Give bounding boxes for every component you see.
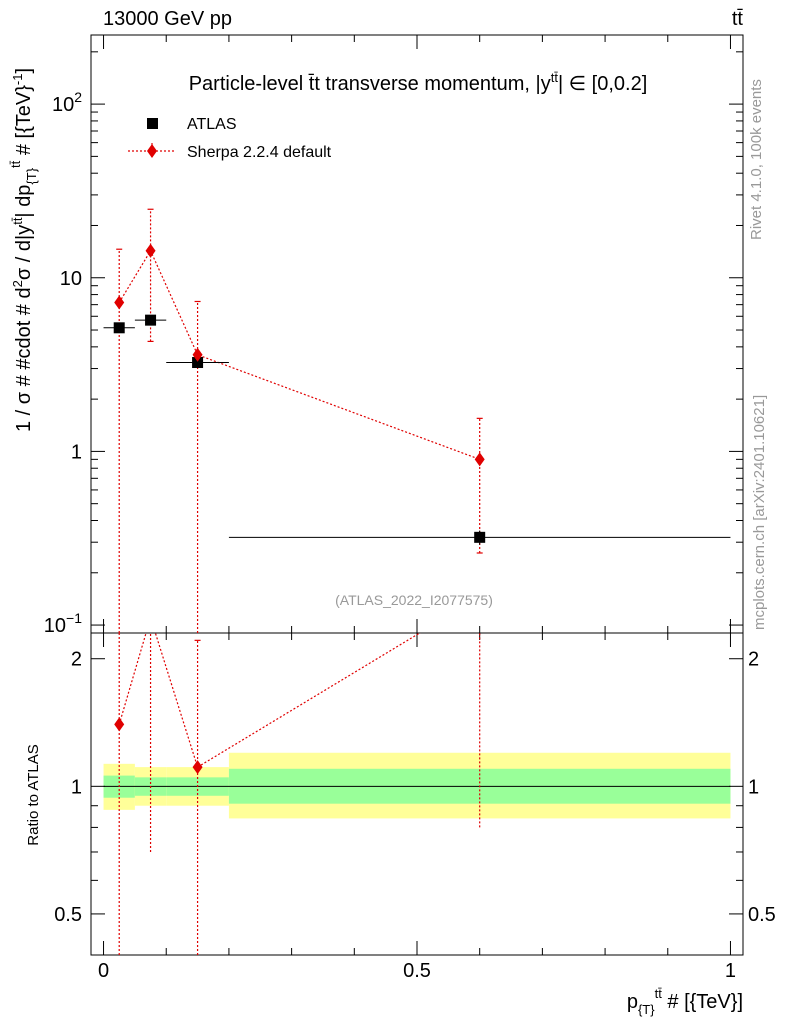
y-tick-label: 10 [60, 268, 82, 290]
y-tick-label-base: 10 [52, 94, 74, 116]
atlas-point [145, 314, 157, 326]
y-tick-label-base: 10 [60, 268, 82, 290]
x-tick-label: 1 [725, 960, 736, 982]
xlabel-part: {T} [638, 1002, 655, 1017]
x-tick-label: 0.5 [403, 960, 431, 982]
rivet-version-label: Rivet 4.1.0, 100k events [748, 79, 765, 240]
y-tick-label-exp: 2 [74, 89, 82, 105]
ratio-y-tick-label-right: 0.5 [748, 904, 776, 926]
ratio-y-tick-label-right: 2 [748, 649, 759, 671]
atlas-point [113, 322, 125, 334]
main-title: Particle-level t̄t transverse momentum, … [189, 70, 648, 95]
legend-label-sherpa: Sherpa 2.2.4 default [187, 144, 332, 161]
legend-label-atlas: ATLAS [187, 116, 237, 133]
ratio-y-tick-label-right: 1 [748, 776, 759, 798]
legend-marker-atlas [147, 118, 158, 129]
ylabel-part: 2 [10, 280, 25, 287]
mcplots-label: mcplots.cern.ch [arXiv:2401.10621] [751, 395, 768, 630]
sherpa-point [474, 452, 485, 467]
sherpa-point [145, 243, 156, 258]
y-tick-label-base: 10 [44, 615, 66, 637]
sherpa-point [192, 347, 203, 362]
main-title-prefix: Particle-level t̄t transverse momentum, … [189, 73, 551, 95]
ylabel-part: σ / d|y [13, 225, 35, 280]
sherpa-line [118, 249, 480, 460]
main-y-axis-label: 1 / σ # #cdot # d2σ / d|ytt̄| dp{T}tt̄ #… [8, 68, 39, 432]
y-tick-label: 1 [71, 441, 82, 463]
xlabel-part: # [{TeV}] [662, 991, 743, 1013]
sherpa-point [114, 295, 125, 310]
xlabel-part: p [627, 991, 638, 1013]
y-tick-label: 102 [52, 89, 82, 116]
ylabel-part: ] [13, 68, 35, 74]
ratio-y-tick-label-left: 2 [71, 649, 82, 671]
ratio-y-tick-label-left: 0.5 [54, 904, 82, 926]
ylabel-part: tt̄ [8, 160, 23, 168]
ylabel-part: -1 [10, 74, 25, 86]
legend-marker-sherpa [147, 144, 157, 158]
header-energy-label: 13000 GeV pp [103, 8, 232, 30]
ylabel-part: {T} [24, 167, 39, 184]
y-tick-label-base: 1 [71, 441, 82, 463]
main-data [103, 208, 731, 633]
ylabel-part: 1 / σ # #cdot # d [13, 287, 35, 432]
ylabel-part: | dp [13, 185, 35, 218]
sherpa-ratio-point [192, 760, 203, 775]
x-tick-label: 0 [98, 960, 109, 982]
header-process-label: tt̄ [732, 8, 744, 30]
x-axis-label: p{T}tt̄ # [{TeV}] [627, 986, 743, 1017]
sherpa-ratio-point [114, 717, 125, 732]
ylabel-part: tt̄ [10, 217, 25, 225]
ylabel-part: # [{TeV} [13, 85, 35, 161]
ratio-data [114, 633, 481, 955]
ratio-y-tick-label-left: 1 [71, 776, 82, 798]
sherpa-ratio-line [118, 633, 421, 769]
main-title-sup: tt̄ [551, 70, 559, 85]
ratio-y-axis-label: Ratio to ATLAS [25, 744, 42, 845]
atlas-point [474, 531, 486, 543]
y-tick-label: 10−1 [44, 610, 82, 637]
main-title-suffix: | ∈ [0,0.2] [558, 73, 647, 95]
analysis-watermark: (ATLAS_2022_I2077575) [335, 592, 493, 608]
xlabel-part: tt̄ [655, 986, 663, 1001]
atlas-point [192, 357, 204, 369]
y-tick-label-exp: −1 [66, 610, 82, 626]
